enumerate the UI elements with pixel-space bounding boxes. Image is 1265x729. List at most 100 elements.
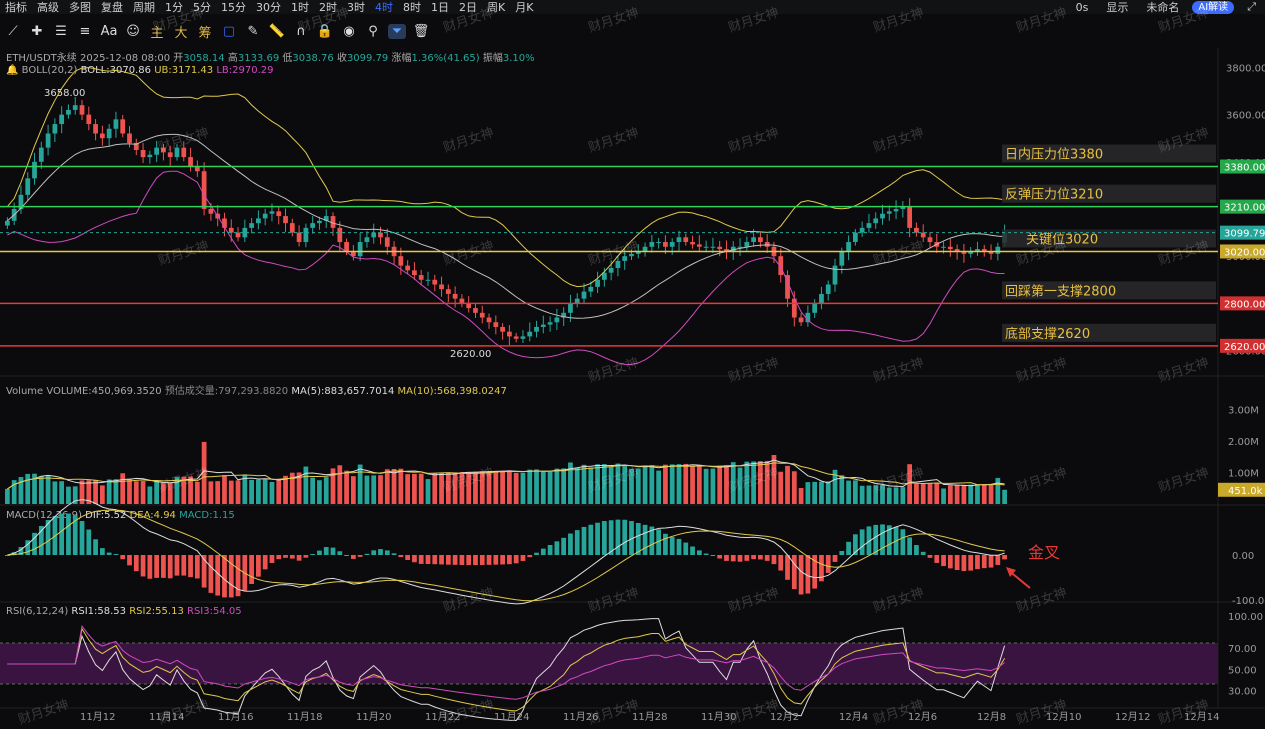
toolbar-item-14[interactable]: 1日: [431, 1, 449, 14]
toolbar-right-item-0[interactable]: 0s: [1075, 0, 1089, 14]
level-label-bg: [1002, 144, 1216, 163]
macd-bar: [825, 555, 831, 573]
fib-tool-icon[interactable]: ≡: [79, 23, 91, 39]
candle-body: [486, 317, 492, 323]
link-tool-icon[interactable]: ⚲: [368, 23, 378, 39]
volume-bar: [947, 485, 953, 504]
level-label: 关键位3020: [1026, 232, 1098, 247]
macd-bar: [873, 524, 879, 555]
candle-body: [649, 242, 655, 247]
macd-bar: [32, 532, 37, 555]
volume-bar: [188, 476, 193, 504]
macd-bar: [425, 555, 431, 565]
toolbar-item-13[interactable]: 8时: [403, 1, 421, 14]
big-order-button[interactable]: 大: [174, 25, 188, 41]
candle-body: [38, 147, 44, 162]
macd-bar: [914, 545, 919, 555]
toolbar-item-8[interactable]: 30分: [256, 1, 281, 14]
volume-bar: [194, 481, 200, 504]
candle-body: [283, 216, 288, 224]
toolbar-right-item-1[interactable]: 显示: [1106, 1, 1129, 14]
toolbar-item-1[interactable]: 高级: [37, 1, 59, 14]
candle-body: [242, 227, 248, 238]
macd-bar: [920, 551, 926, 555]
volume-bar: [466, 471, 472, 504]
macd-bar: [954, 555, 960, 571]
eye-tool-icon[interactable]: ◉: [343, 23, 355, 39]
main-indicator-button[interactable]: 主: [150, 25, 164, 41]
macd-bar: [79, 521, 85, 555]
volume-bar: [52, 481, 58, 504]
toolbar-item-9[interactable]: 1时: [291, 1, 309, 14]
level-label: 日内压力位3380: [1005, 147, 1103, 163]
pencil-tool-icon[interactable]: ✎: [247, 23, 259, 39]
candle-body: [730, 246, 736, 252]
select-tool-icon[interactable]: ▢: [222, 23, 236, 39]
toolbar-item-15[interactable]: 2日: [459, 1, 477, 14]
toolbar-item-17[interactable]: 月K: [515, 1, 534, 14]
macd-bar: [72, 515, 78, 555]
volume-bar: [642, 465, 648, 504]
toolbar-item-16[interactable]: 周K: [487, 1, 506, 14]
filter-tool-icon[interactable]: ⏷: [388, 23, 406, 39]
volume-bar: [988, 483, 994, 504]
toolbar-item-11[interactable]: 3时: [347, 1, 365, 14]
hline-tool-icon[interactable]: ☰: [55, 23, 67, 39]
level-label-bg: [1002, 184, 1216, 203]
macd-bar: [629, 521, 634, 555]
ai-interpret-button[interactable]: AI解读: [1192, 0, 1235, 14]
toolbar-item-0[interactable]: 指标: [5, 1, 27, 14]
cross-tool-icon[interactable]: ✚: [31, 23, 43, 39]
text-tool-icon[interactable]: Aa: [100, 23, 118, 39]
toolbar-item-7[interactable]: 15分: [221, 1, 246, 14]
macd-bar: [561, 537, 567, 555]
magnet-tool-icon[interactable]: ∩: [296, 23, 306, 39]
candle-body: [391, 246, 397, 257]
symbol-label: ETH/USDT永续: [6, 53, 77, 64]
candle-body: [418, 275, 424, 280]
watermark: 财月女神: [1014, 585, 1068, 616]
macd-bar: [344, 555, 349, 556]
candle-body: [330, 216, 336, 228]
candle-body: [771, 246, 777, 257]
boll-ub-value: UB:3171.43: [154, 65, 214, 76]
line-tool-icon[interactable]: ⟋: [8, 23, 18, 39]
candle-body: [635, 251, 641, 254]
macd-bar: [479, 555, 485, 565]
toolbar-item-12[interactable]: 4时: [375, 1, 393, 14]
price-tag: 3020.00: [1224, 247, 1265, 258]
emoji-tool-icon[interactable]: ☺: [126, 23, 140, 39]
lock-tool-icon[interactable]: 🔒: [316, 23, 334, 39]
toolbar-item-5[interactable]: 1分: [165, 1, 183, 14]
toolbar-item-6[interactable]: 5分: [193, 1, 211, 14]
bell-icon[interactable]: 🔔: [6, 65, 19, 76]
candle-body: [276, 211, 282, 217]
toolbar-item-2[interactable]: 多图: [69, 1, 91, 14]
ruler-tool-icon[interactable]: 📏: [268, 23, 286, 39]
volume-ma10-line: [7, 462, 1005, 490]
macd-bar: [289, 555, 295, 559]
macd-bar: [744, 555, 750, 561]
watermark: 财月女神: [586, 238, 640, 269]
time-axis-tick: 11月14: [149, 711, 184, 723]
candle-body: [920, 232, 926, 238]
toolbar-item-4[interactable]: 周期: [133, 1, 155, 14]
toolbar-right-item-2[interactable]: 未命名: [1146, 1, 1180, 14]
macd-bar: [418, 555, 424, 564]
delete-tool-icon[interactable]: 🗑: [412, 23, 430, 39]
candle-body: [581, 291, 587, 299]
macd-axis-tick: 0.00: [1232, 551, 1254, 562]
toolbar-item-3[interactable]: 复盘: [101, 1, 123, 14]
volume-bar: [479, 471, 485, 504]
watermark: 财月女神: [1156, 238, 1210, 269]
chips-button[interactable]: 筹: [198, 25, 212, 41]
share-icon[interactable]: ⤢: [1247, 0, 1256, 13]
volume-bar: [391, 468, 397, 504]
macd-bar: [384, 550, 390, 555]
watermark: 财月女神: [1156, 697, 1210, 728]
volume-bar: [310, 477, 316, 504]
toolbar-item-10[interactable]: 2时: [319, 1, 337, 14]
volume-bar: [93, 479, 98, 504]
macd-bar: [140, 555, 146, 577]
